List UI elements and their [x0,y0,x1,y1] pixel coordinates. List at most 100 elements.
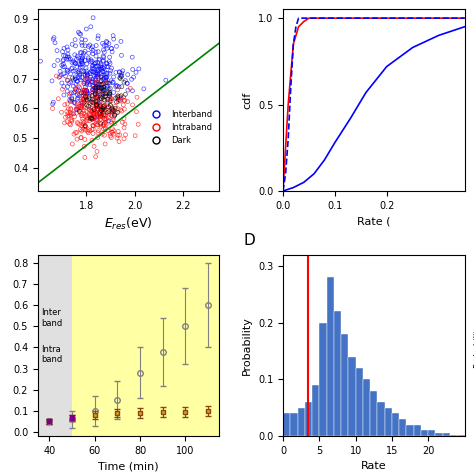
Intraband [114,128,122,135]
Intraband [83,115,91,123]
Interband [50,99,57,106]
Dark [82,93,89,100]
Intraband [89,114,97,122]
Dark [105,103,112,110]
Intraband [92,94,100,102]
Interband [100,52,107,60]
Intraband [74,104,82,112]
Interband [95,83,102,91]
Intraband [82,97,89,104]
Interband [83,81,91,88]
Dark [87,115,94,122]
Intraband [111,102,119,110]
Interband [84,56,92,64]
Intraband [104,127,111,134]
Intraband [77,126,84,133]
Dark [100,87,108,94]
Intraband [116,96,124,104]
Interband [65,80,73,87]
Intraband [94,96,101,104]
X-axis label: Time (min): Time (min) [99,461,159,471]
Bar [406,425,414,436]
Intraband [76,106,84,114]
Interband [97,78,105,85]
Interband [102,73,109,81]
Interband [81,47,89,55]
Intraband [74,82,82,90]
Intraband [79,94,87,102]
Interband [95,55,103,63]
Dark [82,122,89,129]
Intraband [102,119,109,127]
Interband [70,59,78,66]
Interband [93,93,100,101]
Interband [63,66,71,74]
Interband [64,68,72,76]
Interband [92,42,100,49]
Interband [82,36,89,44]
Interband [82,67,90,75]
Interband [64,50,72,58]
Intraband [61,101,69,109]
Interband [60,45,68,52]
Interband [76,76,84,83]
Intraband [116,93,124,100]
Intraband [73,109,81,117]
Intraband [124,98,131,105]
Intraband [63,108,71,115]
Intraband [82,107,90,115]
Interband [67,78,74,86]
Interband [95,65,102,73]
Interband [83,72,91,80]
Interband [69,57,77,65]
Interband [130,73,137,81]
Intraband [64,100,71,108]
Interband [92,86,100,93]
Intraband [67,121,74,128]
Intraband [101,125,109,133]
Intraband [73,103,81,111]
Dark [78,89,85,97]
Interband [104,84,111,92]
Interband [105,85,113,93]
Intraband [68,116,76,124]
Dark [114,92,122,100]
Intraband [77,111,85,119]
Intraband [82,86,89,94]
Intraband [81,154,89,161]
Interband [94,35,101,42]
Dark [91,91,99,98]
Dark [98,106,105,114]
Intraband [93,101,101,109]
Bar [457,435,465,436]
Intraband [89,104,96,112]
Intraband [101,90,109,98]
Intraband [76,90,83,98]
Intraband [121,97,128,104]
Interband [86,70,94,77]
Intraband [53,72,60,80]
X-axis label: Rate: Rate [361,461,387,471]
Interband [36,57,44,65]
Intraband [89,85,97,92]
Interband [58,62,65,69]
Intraband [109,128,116,136]
Interband [94,67,102,75]
Interband [101,68,109,76]
Intraband [83,128,91,135]
Interband [65,54,73,61]
Interband [95,62,103,70]
Interband [93,69,101,76]
Dark [85,95,93,102]
Interband [50,34,58,41]
Intraband [80,99,88,107]
Interband [94,59,101,66]
Interband [118,52,125,59]
Intraband [68,118,76,125]
Intraband [89,122,97,129]
Intraband [89,114,96,122]
Interband [72,59,79,67]
Interband [83,79,91,87]
Intraband [101,116,109,124]
Interband [105,117,112,125]
